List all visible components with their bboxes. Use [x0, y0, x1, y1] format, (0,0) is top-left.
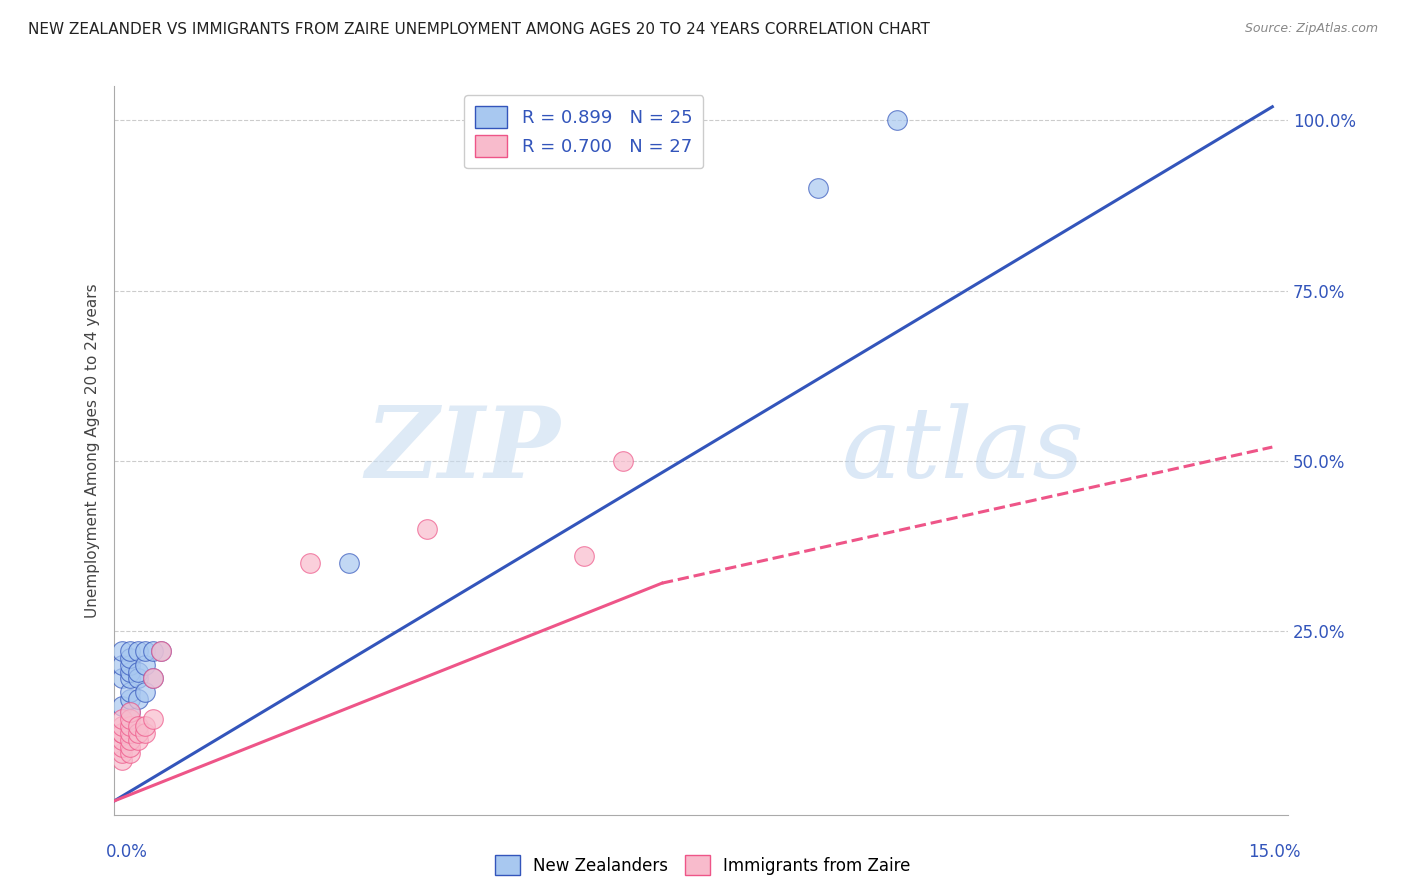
Point: [572, 549, 595, 563]
Point: [127, 672, 149, 686]
Point: [111, 753, 134, 767]
Point: [807, 181, 830, 195]
Point: [134, 726, 156, 740]
Point: [416, 522, 439, 536]
Point: [118, 706, 141, 720]
Point: [111, 672, 134, 686]
Point: [118, 719, 141, 733]
Text: 0.0%: 0.0%: [105, 843, 148, 861]
Point: [111, 726, 134, 740]
Point: [134, 644, 156, 658]
Point: [118, 732, 141, 747]
Point: [127, 665, 149, 679]
Point: [150, 644, 173, 658]
Point: [127, 732, 149, 747]
Text: NEW ZEALANDER VS IMMIGRANTS FROM ZAIRE UNEMPLOYMENT AMONG AGES 20 TO 24 YEARS CO: NEW ZEALANDER VS IMMIGRANTS FROM ZAIRE U…: [28, 22, 929, 37]
Point: [134, 657, 156, 672]
Point: [118, 644, 141, 658]
Legend: New Zealanders, Immigrants from Zaire: New Zealanders, Immigrants from Zaire: [488, 848, 918, 882]
Point: [142, 672, 165, 686]
Point: [118, 665, 141, 679]
Point: [127, 644, 149, 658]
Point: [118, 726, 141, 740]
Point: [118, 672, 141, 686]
Point: [127, 726, 149, 740]
Legend: R = 0.899   N = 25, R = 0.700   N = 27: R = 0.899 N = 25, R = 0.700 N = 27: [464, 95, 703, 169]
Point: [118, 712, 141, 726]
Point: [111, 739, 134, 754]
Text: 15.0%: 15.0%: [1249, 843, 1301, 861]
Point: [118, 691, 141, 706]
Point: [142, 644, 165, 658]
Text: Source: ZipAtlas.com: Source: ZipAtlas.com: [1244, 22, 1378, 36]
Point: [111, 719, 134, 733]
Point: [118, 747, 141, 761]
Text: atlas: atlas: [842, 403, 1084, 498]
Point: [298, 556, 321, 570]
Point: [111, 712, 134, 726]
Point: [111, 726, 134, 740]
Point: [142, 712, 165, 726]
Point: [118, 651, 141, 665]
Point: [111, 698, 134, 713]
Point: [150, 644, 173, 658]
Point: [127, 719, 149, 733]
Point: [118, 706, 141, 720]
Point: [118, 685, 141, 699]
Point: [118, 739, 141, 754]
Point: [134, 685, 156, 699]
Point: [134, 719, 156, 733]
Y-axis label: Unemployment Among Ages 20 to 24 years: Unemployment Among Ages 20 to 24 years: [86, 283, 100, 618]
Point: [612, 453, 634, 467]
Text: ZIP: ZIP: [366, 402, 560, 499]
Point: [127, 691, 149, 706]
Point: [111, 732, 134, 747]
Point: [111, 747, 134, 761]
Point: [886, 113, 908, 128]
Point: [111, 644, 134, 658]
Point: [118, 657, 141, 672]
Point: [337, 556, 360, 570]
Point: [111, 657, 134, 672]
Point: [142, 672, 165, 686]
